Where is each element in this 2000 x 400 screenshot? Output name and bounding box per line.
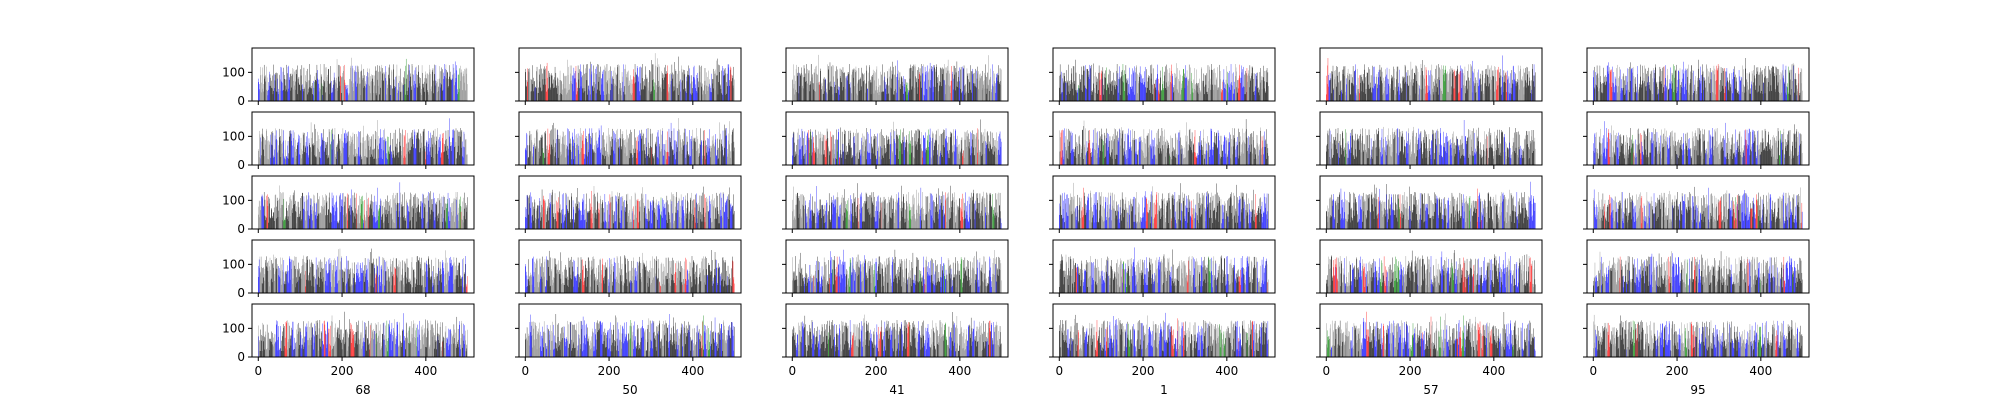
bars [1059,119,1268,165]
axes-frame [1320,48,1542,101]
bars [525,53,734,101]
panel-r2-c3 [782,112,1008,169]
bars [792,119,1001,165]
panel-r2-c2 [515,112,741,169]
bars [1059,60,1268,101]
bars [258,118,467,165]
panel-r1-c5 [1316,48,1542,105]
bars [258,58,467,101]
panel-r1-c4 [1049,48,1275,105]
panel-r1-c2 [515,48,741,105]
y-tick-label: 100 [222,129,245,143]
bars [525,118,734,165]
panel-r2-c1: 0 100 [222,112,474,172]
panel-r1-c1: 0 100 [222,48,474,108]
bars [1326,55,1535,101]
bars [792,55,1001,101]
panel-r1-c6 [1583,48,1809,105]
y-tick-label: 0 [237,158,245,172]
bars [1593,58,1802,101]
panel-r1-c3 [782,48,1008,105]
y-tick-label: 0 [237,94,245,108]
y-tick-label: 100 [222,65,245,79]
panel-r2-c4 [1049,112,1275,169]
